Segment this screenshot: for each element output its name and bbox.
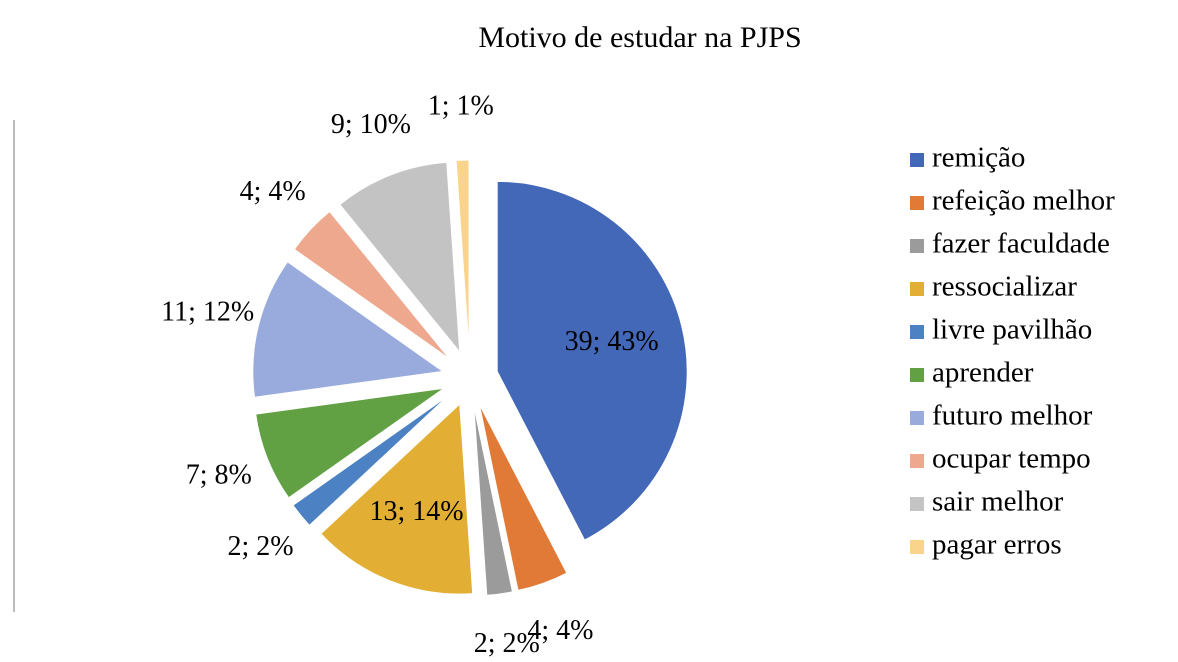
data-label: 7; 8% <box>186 459 252 490</box>
legend-swatch <box>910 325 924 339</box>
legend-swatch <box>910 196 924 210</box>
data-label: 2; 2% <box>228 531 294 562</box>
pie-slice <box>252 261 445 398</box>
legend-swatch <box>910 454 924 468</box>
legend-swatch <box>910 282 924 296</box>
legend-label: sair melhor <box>932 486 1064 518</box>
data-label: 1; 1% <box>428 91 494 122</box>
legend-label: ressocializar <box>932 271 1077 303</box>
data-label: 39; 43% <box>565 326 659 357</box>
legend-label: aprender <box>932 357 1034 389</box>
data-label: 4; 4% <box>240 176 306 207</box>
legend-swatch <box>910 411 924 425</box>
legend-label: livre pavilhão <box>932 314 1092 346</box>
data-label: 2; 2% <box>474 628 540 657</box>
pie-slice <box>255 387 445 499</box>
pie-slice <box>292 395 449 527</box>
legend-label: pagar erros <box>932 529 1062 561</box>
pie-slice <box>320 402 474 595</box>
legend-label: refeição melhor <box>932 185 1115 217</box>
legend-swatch <box>910 239 924 253</box>
pie-slice <box>478 404 568 592</box>
pie-slice <box>339 161 461 354</box>
legend-label: remição <box>932 142 1025 174</box>
pie-slice <box>455 159 470 351</box>
legend-swatch <box>910 153 924 167</box>
legend-swatch <box>910 497 924 511</box>
pie-slice <box>473 405 514 596</box>
data-label: 9; 10% <box>331 109 411 140</box>
data-label: 13; 14% <box>369 496 463 527</box>
legend-swatch <box>910 540 924 554</box>
legend-label: fazer faculdade <box>932 228 1110 260</box>
data-label: 11; 12% <box>161 296 254 327</box>
legend-label: ocupar tempo <box>932 443 1091 475</box>
data-label: 4; 4% <box>527 615 593 646</box>
chart-title: Motivo de estudar na PJPS <box>478 21 801 54</box>
legend-label: futuro melhor <box>932 400 1093 432</box>
pie-slice <box>293 210 450 360</box>
legend-swatch <box>910 368 924 382</box>
pie-slice <box>496 180 688 541</box>
